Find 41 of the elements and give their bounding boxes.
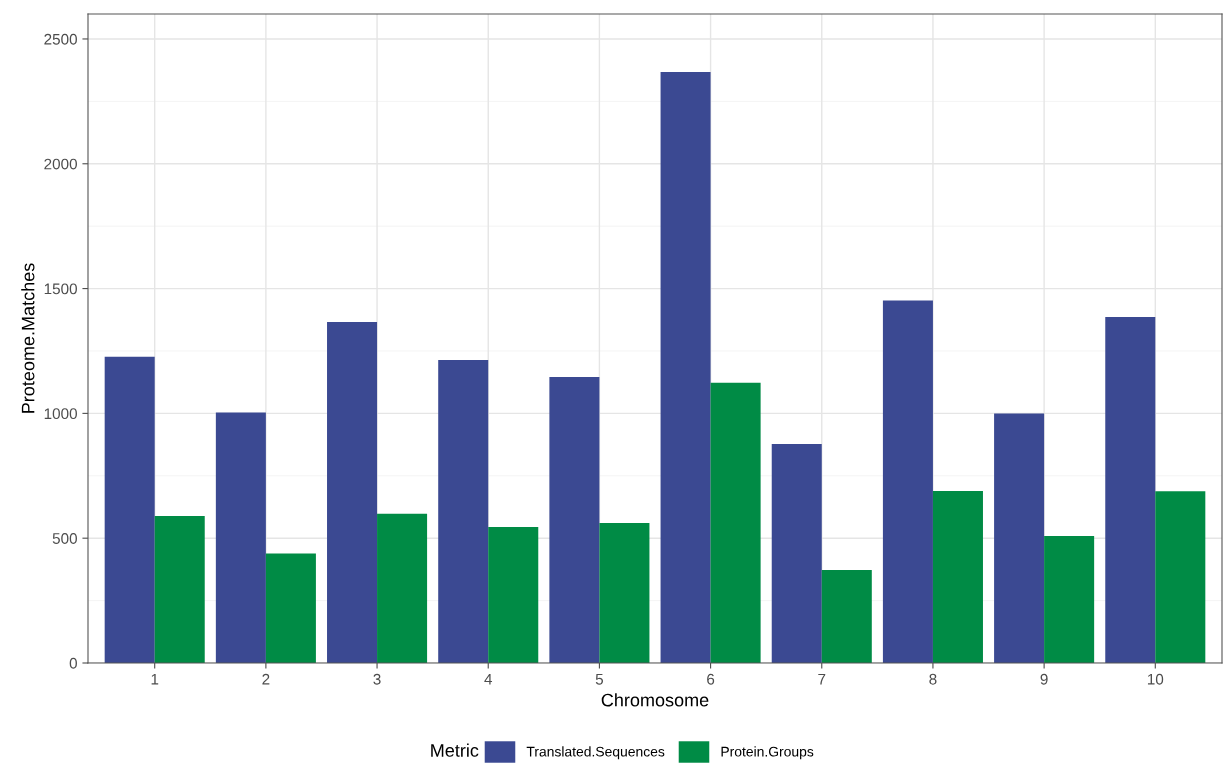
y-tick-label: 0	[69, 657, 77, 669]
bar	[549, 376, 600, 663]
bar	[932, 491, 983, 663]
legend-label: Protein.Groups	[721, 746, 814, 760]
y-tick-label: 2500	[44, 33, 77, 45]
bar	[882, 300, 933, 663]
x-tick-label: 1	[151, 673, 159, 685]
bar	[104, 356, 155, 663]
x-tick-label: 8	[929, 673, 937, 685]
bar	[771, 444, 822, 663]
y-axis-title: Proteome.Matches	[21, 263, 35, 413]
bar	[438, 359, 489, 663]
x-tick-label: 5	[595, 673, 604, 685]
x-tick-label: 6	[707, 673, 715, 685]
x-tick-label: 2	[262, 673, 270, 685]
x-tick-label: 7	[818, 673, 826, 685]
x-tick-label: 10	[1147, 673, 1164, 685]
bar	[599, 522, 650, 663]
bar	[1044, 535, 1095, 663]
x-tick-label: 9	[1040, 673, 1048, 685]
x-tick-label: 4	[484, 673, 493, 685]
bar	[327, 322, 378, 663]
bar	[1105, 317, 1156, 663]
y-tick-label: 500	[52, 533, 77, 544]
bar	[821, 569, 872, 663]
bar	[215, 412, 266, 663]
bar	[488, 526, 539, 663]
y-tick-label: 2000	[44, 158, 77, 170]
bar	[377, 513, 428, 663]
x-tick-label: 3	[373, 673, 381, 685]
bar	[710, 382, 761, 663]
bar	[660, 71, 711, 663]
bar	[1155, 491, 1206, 663]
y-tick-label: 1000	[44, 408, 77, 420]
legend-label: Translated.Sequences	[526, 746, 665, 760]
y-tick-label: 1500	[44, 283, 77, 295]
legend-title: Metric	[431, 743, 479, 757]
x-axis-title: Chromosome	[601, 693, 709, 707]
bar	[994, 413, 1045, 663]
bar	[154, 515, 205, 663]
bar	[265, 553, 316, 663]
